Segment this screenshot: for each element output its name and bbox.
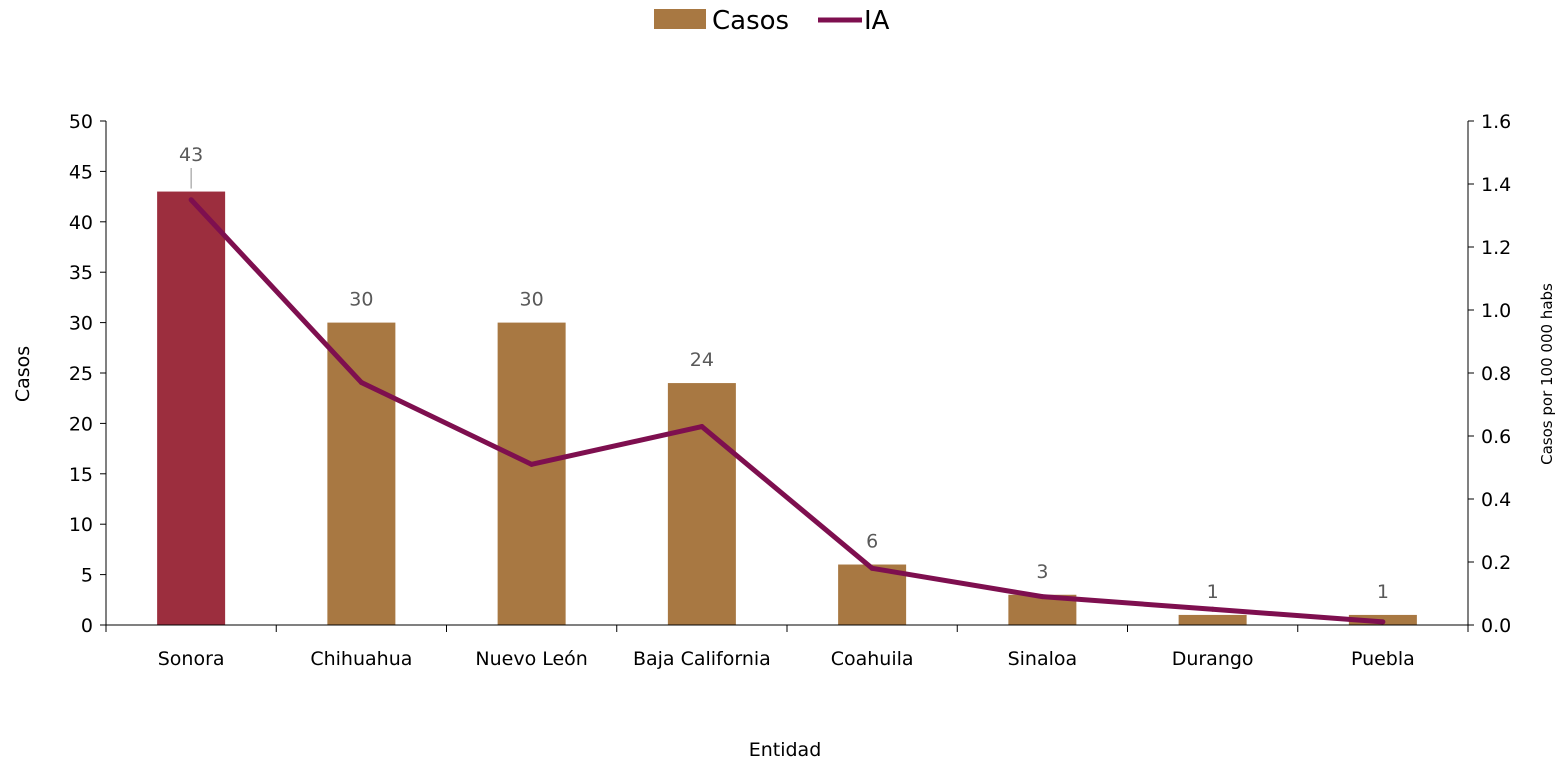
data-label: 1 xyxy=(1377,581,1389,603)
y-tick-label: 45 xyxy=(69,161,93,183)
y-axis-left: 0 5 10 15 20 25 30 35 40 45 50 xyxy=(69,111,107,637)
data-label: 30 xyxy=(520,289,544,311)
y-tick-label: 20 xyxy=(69,413,93,435)
line-point xyxy=(188,197,194,203)
y2-tick-label: 0.8 xyxy=(1481,363,1511,385)
y-tick-label: 15 xyxy=(69,464,93,486)
y-tick-label: 25 xyxy=(69,363,93,385)
y2-tick-label: 1.2 xyxy=(1481,237,1511,259)
y-tick-label: 0 xyxy=(81,615,93,637)
y-tick-label: 30 xyxy=(69,313,93,335)
bar xyxy=(327,322,396,625)
y2-tick-label: 0.4 xyxy=(1481,489,1511,511)
legend: Casos IA xyxy=(654,6,890,36)
data-label: 1 xyxy=(1207,581,1219,603)
y-tick-label: 10 xyxy=(69,514,93,536)
line-point xyxy=(1039,594,1045,600)
y-tick-label: 35 xyxy=(69,262,93,284)
x-tick-label: Sonora xyxy=(158,648,225,670)
y2-tick-label: 1.4 xyxy=(1481,174,1511,196)
y2-tick-label: 1.0 xyxy=(1481,300,1511,322)
y-axis-title: Casos xyxy=(12,346,34,402)
bar xyxy=(157,191,226,625)
x-tick-label: Durango xyxy=(1172,648,1254,670)
line-point xyxy=(358,379,364,385)
x-tick-label: Puebla xyxy=(1351,648,1415,670)
line-point xyxy=(1380,619,1386,625)
x-tick-label: Baja California xyxy=(633,648,771,670)
line-series xyxy=(188,197,1386,625)
y2-tick-label: 0.6 xyxy=(1481,426,1511,448)
y2-tick-label: 1.6 xyxy=(1481,111,1511,133)
line-point xyxy=(1210,606,1216,612)
bar xyxy=(667,383,736,625)
legend-label-ia: IA xyxy=(864,6,890,36)
data-label: 30 xyxy=(349,289,373,311)
data-label: 6 xyxy=(866,531,878,553)
x-axis: Sonora Chihuahua Nuevo León Baja California… xyxy=(105,624,1469,670)
y2-axis-title: Casos por 100 000 habs xyxy=(1538,283,1556,465)
y2-tick-label: 0.0 xyxy=(1481,615,1511,637)
y-axis-right: 0.0 0.2 0.4 0.6 0.8 1.0 1.2 1.4 1.6 xyxy=(1467,111,1511,637)
y-tick-label: 5 xyxy=(81,565,93,587)
bar xyxy=(497,322,566,625)
line-path xyxy=(189,198,1384,625)
line-point xyxy=(529,461,535,467)
line-point xyxy=(869,565,875,571)
y-tick-label: 50 xyxy=(69,111,93,133)
x-tick-label: Coahuila xyxy=(831,648,914,670)
x-tick-label: Chihuahua xyxy=(310,648,412,670)
legend-swatch-casos xyxy=(654,9,706,29)
y2-tick-label: 0.2 xyxy=(1481,552,1511,574)
x-axis-title: Entidad xyxy=(749,739,822,761)
legend-label-casos: Casos xyxy=(712,6,789,36)
bar xyxy=(1178,614,1247,625)
x-tick-label: Sinaloa xyxy=(1008,648,1078,670)
data-label: 24 xyxy=(690,349,714,371)
bar-series xyxy=(157,191,1417,625)
data-label: 3 xyxy=(1036,561,1048,583)
line-point xyxy=(699,424,705,430)
x-tick-label: Nuevo León xyxy=(475,648,587,670)
data-labels: 43 30 30 24 6 3 1 1 xyxy=(179,144,1389,603)
y-tick-label: 40 xyxy=(69,212,93,234)
data-label: 43 xyxy=(179,144,203,166)
